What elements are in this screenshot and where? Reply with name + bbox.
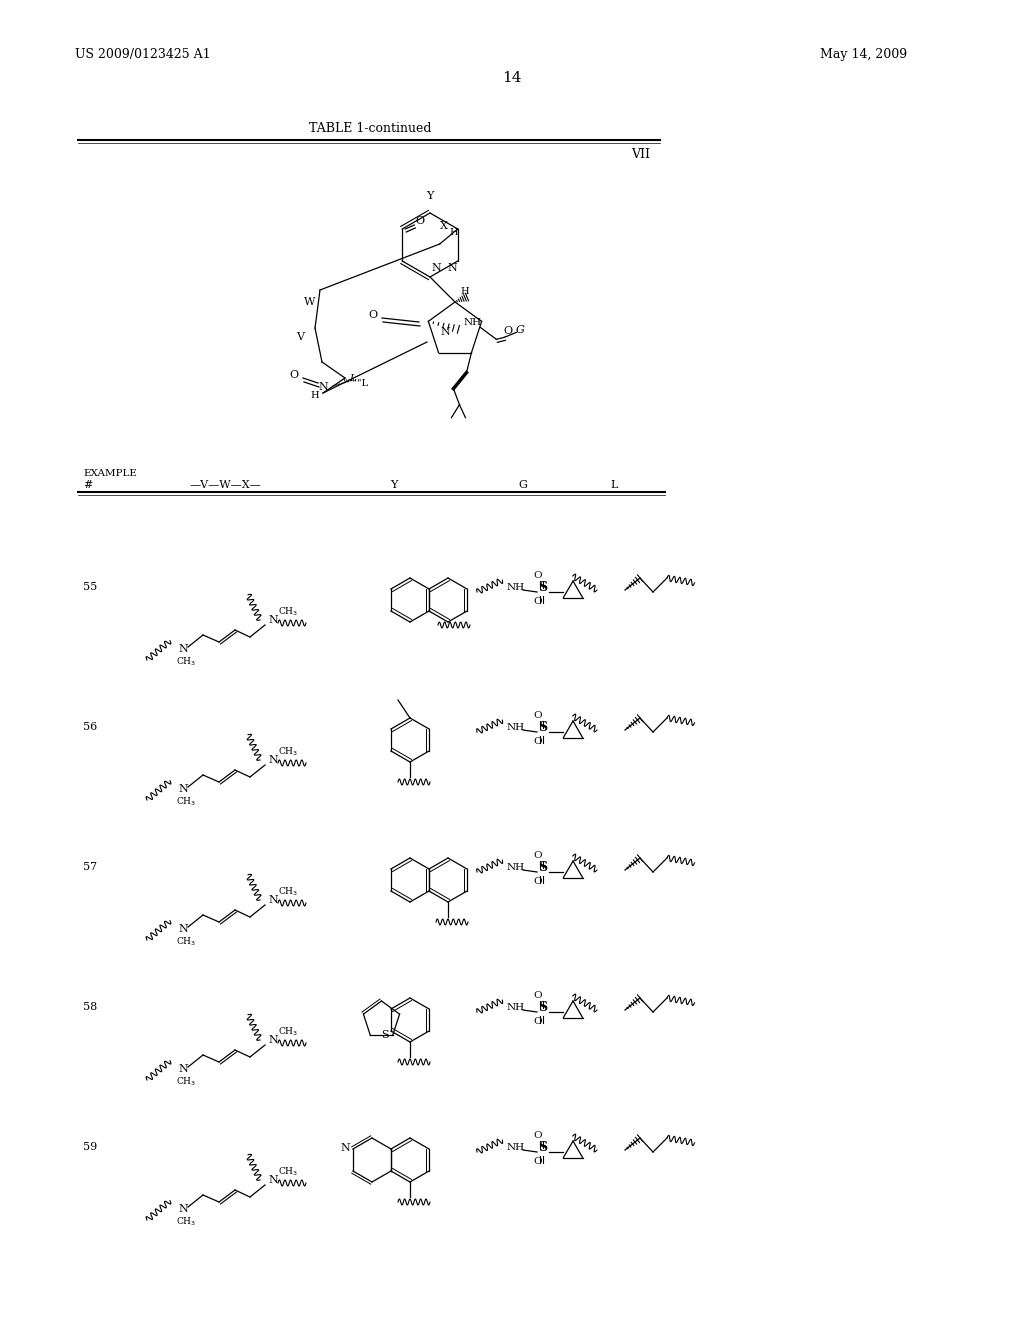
Text: US 2009/0123425 A1: US 2009/0123425 A1 — [75, 48, 211, 61]
Text: H: H — [310, 391, 319, 400]
Text: """"L: """"L — [343, 379, 368, 388]
Text: 14: 14 — [502, 71, 522, 84]
Text: Y: Y — [390, 480, 397, 490]
Text: CH$_3$: CH$_3$ — [176, 1074, 197, 1088]
Text: G: G — [516, 325, 525, 335]
Text: V: V — [296, 333, 304, 342]
Text: O: O — [534, 1131, 542, 1140]
Text: X: X — [439, 220, 447, 231]
Text: CH$_3$: CH$_3$ — [176, 795, 197, 808]
Text: EXAMPLE: EXAMPLE — [83, 469, 137, 478]
Text: 58: 58 — [83, 1002, 97, 1012]
Text: S: S — [538, 1140, 547, 1154]
Text: N: N — [268, 755, 278, 766]
Text: Y: Y — [426, 191, 434, 201]
Text: O: O — [504, 326, 513, 337]
Text: O: O — [290, 370, 299, 380]
Text: N: N — [178, 1064, 187, 1074]
Text: CH$_3$: CH$_3$ — [176, 1214, 197, 1228]
Text: VII: VII — [631, 148, 650, 161]
Text: W: W — [304, 297, 315, 308]
Text: N: N — [268, 895, 278, 906]
Text: 55: 55 — [83, 582, 97, 591]
Text: N: N — [268, 1035, 278, 1045]
Text: NH: NH — [507, 1003, 525, 1012]
Text: O: O — [534, 737, 542, 746]
Text: CH$_3$: CH$_3$ — [278, 605, 298, 618]
Text: CH$_3$: CH$_3$ — [278, 744, 298, 758]
Text: N: N — [268, 1175, 278, 1185]
Text: S: S — [538, 581, 547, 594]
Text: O: O — [369, 310, 378, 319]
Text: NH: NH — [507, 583, 525, 591]
Text: H: H — [461, 286, 469, 296]
Text: NH: NH — [507, 863, 525, 873]
Text: O: O — [534, 991, 542, 1001]
Text: #: # — [83, 480, 92, 490]
Text: N: N — [178, 644, 187, 653]
Text: S: S — [538, 861, 547, 874]
Text: N: N — [178, 1204, 187, 1214]
Text: TABLE 1-continued: TABLE 1-continued — [309, 121, 431, 135]
Text: CH$_3$: CH$_3$ — [278, 1166, 298, 1177]
Text: O: O — [534, 572, 542, 579]
Text: CH$_3$: CH$_3$ — [176, 935, 197, 948]
Text: —V—W—X—: —V—W—X— — [190, 480, 262, 490]
Text: CH$_3$: CH$_3$ — [278, 884, 298, 898]
Text: N: N — [440, 327, 450, 337]
Text: N: N — [340, 1143, 350, 1152]
Text: S: S — [381, 1031, 388, 1040]
Text: G: G — [518, 480, 527, 490]
Text: NH: NH — [464, 318, 481, 327]
Text: O: O — [534, 597, 542, 606]
Text: L: L — [349, 374, 356, 383]
Text: NH: NH — [507, 723, 525, 733]
Text: 59: 59 — [83, 1142, 97, 1152]
Text: CH$_3$: CH$_3$ — [176, 655, 197, 668]
Text: O: O — [534, 876, 542, 886]
Text: 57: 57 — [83, 862, 97, 873]
Text: H: H — [450, 228, 458, 238]
Text: N: N — [318, 381, 328, 392]
Text: N: N — [447, 263, 457, 273]
Text: CH$_3$: CH$_3$ — [278, 1026, 298, 1038]
Text: N: N — [431, 263, 440, 273]
Text: O: O — [534, 1016, 542, 1026]
Text: O: O — [534, 1158, 542, 1166]
Text: S: S — [538, 721, 547, 734]
Text: S: S — [538, 1001, 547, 1014]
Text: N: N — [268, 615, 278, 624]
Text: O: O — [534, 851, 542, 861]
Text: N: N — [178, 924, 187, 935]
Text: NH: NH — [507, 1143, 525, 1152]
Text: L: L — [610, 480, 617, 490]
Text: O: O — [416, 216, 425, 226]
Text: May 14, 2009: May 14, 2009 — [820, 48, 907, 61]
Text: 56: 56 — [83, 722, 97, 733]
Text: O: O — [534, 711, 542, 719]
Text: N: N — [178, 784, 187, 795]
